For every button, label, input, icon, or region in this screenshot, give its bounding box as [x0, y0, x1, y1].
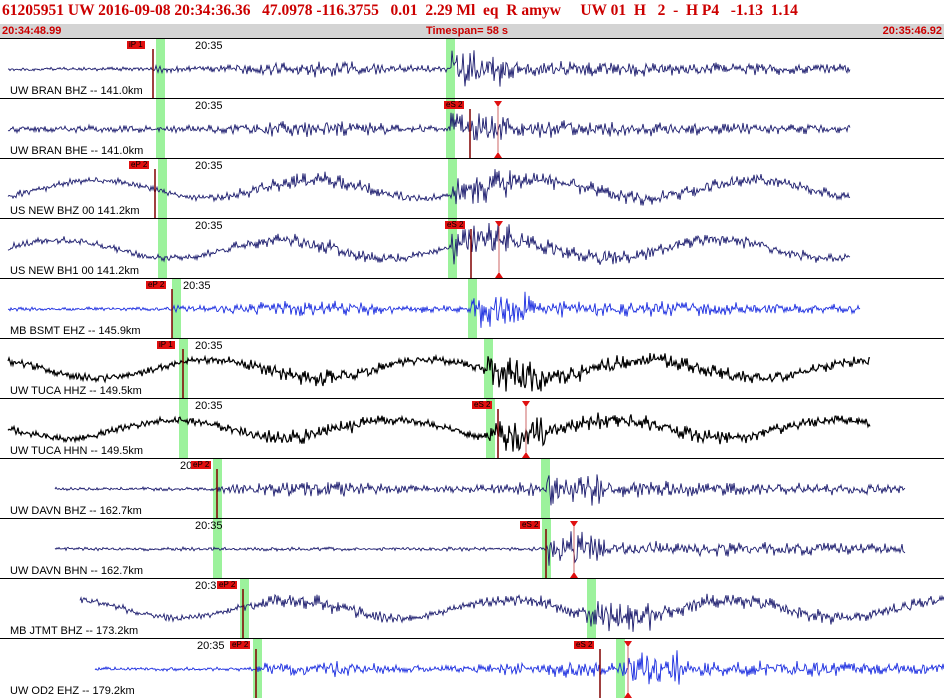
pick-label[interactable]: eP 2: [129, 160, 150, 169]
seismogram-plot: [7, 399, 871, 458]
p-phase-band: [156, 99, 165, 158]
waveform-trace: [54, 531, 906, 566]
s-phase-band: [541, 459, 550, 518]
trace-panel[interactable]: 20:35 eS 2 UW BRAN BHE -- 141.0km: [0, 98, 944, 158]
station-label: UW TUCA HHZ -- 149.5km: [10, 385, 142, 397]
trace-panel[interactable]: 20:35 eS 2 UW TUCA HHN -- 149.5km: [0, 398, 944, 458]
seismogram-plot: [54, 519, 906, 578]
s-phase-band: [484, 339, 493, 398]
p-phase-band: [179, 399, 188, 458]
p-phase-band: [158, 159, 167, 218]
trace-panel[interactable]: 20:35 eS 2 UW DAVN BHN -- 162.7km: [0, 518, 944, 578]
event-title: 61205951 UW 2016-09-08 20:34:36.36 47.09…: [2, 2, 798, 19]
station-label: MB BSMT EHZ -- 145.9km: [10, 325, 141, 337]
trace-panel[interactable]: 20:35 eP 2 MB BSMT EHZ -- 145.9km: [0, 278, 944, 338]
trace-panel[interactable]: 20:35 iP 1 UW TUCA HHZ -- 149.5km: [0, 338, 944, 398]
pick-label[interactable]: eS 2: [444, 100, 465, 109]
pick-label[interactable]: eP 2: [217, 580, 238, 589]
time-mark: 20:35: [195, 520, 223, 532]
pick-label[interactable]: eP 2: [191, 460, 212, 469]
waveform-trace: [7, 222, 851, 265]
time-mark: 20:35: [197, 640, 225, 652]
seismogram-plot: [7, 39, 851, 98]
waveform-trace: [7, 50, 851, 87]
p-phase-band: [158, 219, 167, 278]
station-label: UW DAVN BHN -- 162.7km: [10, 565, 144, 577]
arrival-marker-icon: [570, 572, 578, 578]
station-label: UW DAVN BHZ -- 162.7km: [10, 505, 142, 517]
pick-label[interactable]: eS 2: [520, 520, 541, 529]
seismogram-plot: [7, 279, 861, 338]
waveform-trace: [7, 412, 871, 452]
trace-panel[interactable]: 20:35 eP 2 US NEW BHZ 00 141.2km: [0, 158, 944, 218]
station-label: UW OD2 EHZ -- 179.2km: [10, 685, 135, 697]
time-bar: 20:34:48.99 Timespan= 58 s 20:35:46.92: [0, 24, 944, 38]
pick-label[interactable]: eS 2: [472, 400, 493, 409]
header: 61205951 UW 2016-09-08 20:34:36.36 47.09…: [0, 0, 944, 38]
pick-label[interactable]: iP 1: [157, 340, 175, 349]
arrival-marker-icon: [624, 692, 632, 698]
waveform-trace: [7, 112, 851, 141]
arrival-marker-icon: [624, 641, 632, 647]
p-phase-band: [172, 279, 181, 338]
time-mark: 20:35: [195, 160, 223, 172]
pick-label[interactable]: iP 1: [127, 40, 145, 49]
arrival-marker-icon: [495, 221, 503, 227]
seismogram-plot: [79, 579, 944, 638]
pick-label[interactable]: eP 2: [146, 280, 167, 289]
arrival-marker-icon: [494, 152, 502, 158]
arrival-marker-icon: [522, 401, 530, 407]
time-mark: 20:35: [195, 100, 223, 112]
time-mark: 20:35: [195, 400, 223, 412]
seismogram-plot: [94, 639, 944, 698]
time-mark: 20:35: [195, 220, 223, 232]
time-mark: 20:35: [195, 340, 223, 352]
s-phase-band: [468, 279, 477, 338]
s-phase-band: [587, 579, 596, 638]
trace-panel[interactable]: 20:35 eS 2 US NEW BH1 00 141.2km: [0, 218, 944, 278]
start-time: 20:34:48.99: [2, 25, 62, 37]
trace-list[interactable]: 20:35 iP 1 UW BRAN BHZ -- 141.0km 20:35 eS 2…: [0, 38, 944, 700]
station-label: UW TUCA HHN -- 149.5km: [10, 445, 144, 457]
arrival-marker-icon: [570, 521, 578, 527]
time-mark: 20:35: [183, 280, 211, 292]
s-phase-band: [616, 639, 625, 698]
pick-label[interactable]: eS 2: [445, 220, 466, 229]
end-time: 20:35:46.92: [882, 25, 942, 37]
waveform-trace: [79, 593, 944, 632]
arrival-marker-icon: [494, 101, 502, 107]
time-mark: 20:35: [195, 40, 223, 52]
waveform-trace: [7, 169, 851, 206]
trace-panel[interactable]: 20:35 eP 2 eS 2 UW OD2 EHZ -- 179.2km: [0, 638, 944, 698]
trace-panel[interactable]: 20:35 eP 2 MB JTMT BHZ -- 173.2km: [0, 578, 944, 638]
station-label: UW BRAN BHZ -- 141.0km: [10, 85, 143, 97]
station-label: US NEW BHZ 00 141.2km: [10, 205, 140, 217]
pick-label[interactable]: eS 2: [574, 640, 595, 649]
waveform-trace: [7, 291, 861, 328]
station-label: MB JTMT BHZ -- 173.2km: [10, 625, 139, 637]
trace-panel[interactable]: 20:35 iP 1 UW BRAN BHZ -- 141.0km: [0, 38, 944, 98]
timespan: Timespan= 58 s: [426, 25, 509, 37]
seismogram-plot: [7, 159, 851, 218]
station-label: US NEW BH1 00 141.2km: [10, 265, 139, 277]
seismogram-plot: [7, 99, 851, 158]
arrival-marker-icon: [495, 272, 503, 278]
waveform-trace: [54, 474, 906, 506]
pick-label[interactable]: eP 2: [230, 640, 251, 649]
s-phase-band: [446, 39, 455, 98]
waveform-trace: [94, 650, 944, 685]
station-label: UW BRAN BHE -- 141.0km: [10, 145, 144, 157]
time-mark: 20:35: [195, 580, 223, 592]
seismogram-plot: [7, 339, 871, 398]
waveform-trace: [7, 353, 871, 392]
seismogram-plot: [7, 219, 851, 278]
arrival-marker-icon: [522, 452, 530, 458]
seismogram-plot: [54, 459, 906, 518]
